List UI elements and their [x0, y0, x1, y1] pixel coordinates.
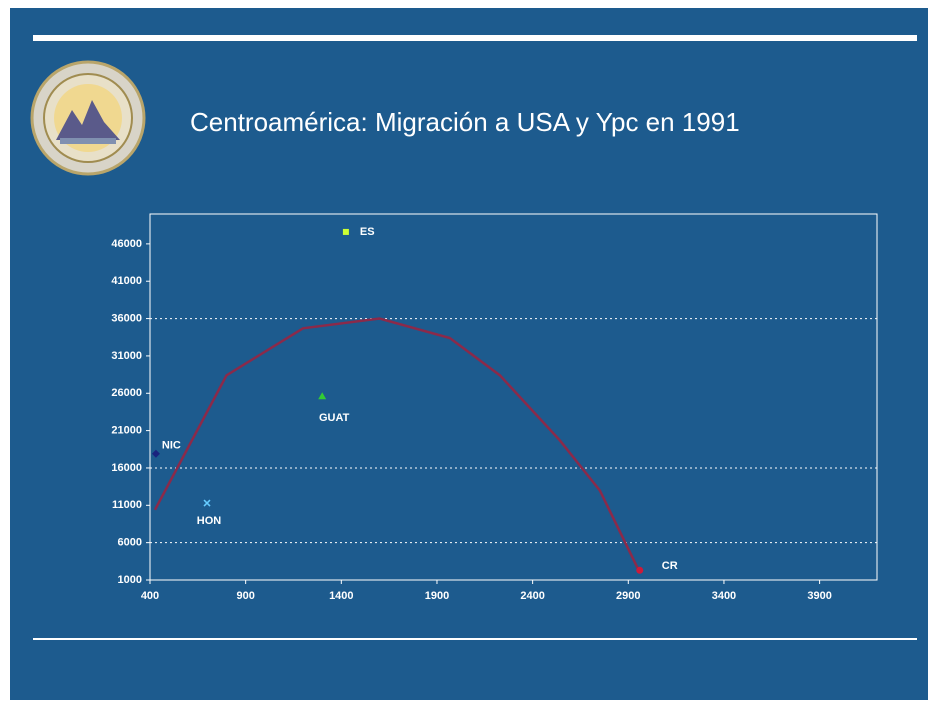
y-tick-label: 1000	[118, 574, 142, 586]
x-tick-label: 400	[141, 590, 159, 602]
point-label: CR	[662, 560, 678, 572]
x-tick-label: 2400	[520, 590, 544, 602]
point-label: NIC	[162, 440, 181, 452]
x-tick-label: 2900	[616, 590, 640, 602]
point-label: GUAT	[319, 412, 350, 424]
point	[636, 566, 644, 574]
logo	[30, 60, 146, 176]
x-tick-label: 1400	[329, 590, 353, 602]
y-tick-label: 11000	[112, 499, 142, 511]
y-tick-label: 46000	[111, 238, 142, 250]
y-tick-label: 21000	[111, 425, 142, 437]
bottom-rule	[33, 638, 917, 640]
point	[151, 449, 160, 458]
plot-frame	[149, 213, 878, 581]
point-label: ES	[360, 226, 375, 238]
chart-title: Centroamérica: Migración a USA y Ypc en …	[190, 107, 740, 137]
x-tick-label: 3400	[712, 590, 736, 602]
trend-line	[153, 317, 641, 574]
y-tick-label: 26000	[111, 387, 142, 399]
y-tick-label: 16000	[111, 462, 142, 474]
y-tick-label: 41000	[111, 275, 142, 287]
slide-background	[10, 8, 928, 700]
point-label: HON	[197, 515, 222, 527]
point	[318, 392, 327, 400]
y-tick-label: 31000	[111, 350, 142, 362]
x-tick-label: 900	[236, 590, 254, 602]
y-tick-label: 36000	[111, 312, 142, 324]
top-rule	[33, 35, 917, 41]
point	[342, 228, 349, 235]
point	[203, 499, 211, 507]
x-tick-label: 1900	[425, 590, 449, 602]
y-tick-label: 6000	[118, 537, 142, 549]
x-tick-label: 3900	[807, 590, 831, 602]
